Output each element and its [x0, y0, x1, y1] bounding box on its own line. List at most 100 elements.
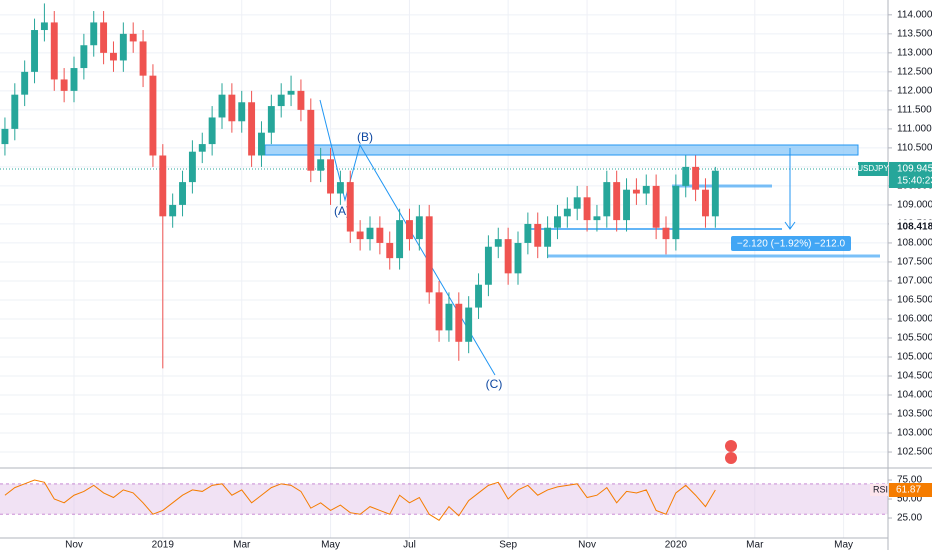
candle-body: [267, 106, 275, 133]
candle-body: [60, 79, 68, 91]
candle-body: [100, 22, 108, 53]
y-tick-label: 114.000: [897, 9, 932, 20]
crosshair-box: [889, 220, 932, 235]
y-tick-label: 112.500: [897, 66, 932, 77]
candle-body: [110, 52, 117, 61]
rsi-tick-label: 25.00: [897, 513, 922, 524]
rsi-band: [0, 483, 888, 515]
x-tick-label: Mar: [746, 540, 764, 550]
candle-body: [475, 284, 482, 308]
y-tick-label: 111.500: [897, 105, 932, 116]
candle-body: [386, 242, 394, 259]
candle-body: [119, 33, 127, 61]
candle-body: [662, 227, 670, 240]
candle-body: [672, 185, 680, 240]
y-tick-label: 104.500: [897, 371, 932, 382]
candle-body: [11, 94, 19, 129]
measure-label: −2.120 (−1.92%) −212.0: [737, 239, 846, 250]
wave-label: (B): [357, 130, 373, 144]
wave-label: (A): [334, 204, 350, 218]
candle-body: [484, 246, 492, 285]
candle-body: [603, 182, 611, 217]
candle-body: [169, 204, 177, 217]
candle-body: [573, 197, 581, 209]
candle-body: [248, 102, 256, 156]
candle-body: [70, 68, 78, 91]
last-price-label: 109.945: [897, 164, 932, 175]
candle-body: [297, 90, 305, 110]
candle-body: [31, 30, 38, 72]
y-tick-label: 113.000: [897, 47, 932, 58]
y-tick-label: 105.500: [897, 333, 932, 344]
candle-body: [613, 182, 621, 221]
candle-body: [554, 216, 561, 228]
y-tick-label: 111.000: [897, 124, 932, 135]
candle-body: [583, 197, 591, 221]
candle-body: [40, 22, 48, 31]
candle-body: [307, 109, 315, 171]
candle-body: [159, 155, 167, 217]
countdown: 15:40:23: [897, 176, 932, 187]
candle-body: [366, 227, 374, 240]
candle-body: [425, 216, 433, 293]
x-tick-label: Nov: [65, 540, 83, 550]
y-tick-label: 106.000: [897, 314, 932, 325]
candle-body: [494, 239, 502, 247]
y-tick-label: 112.000: [897, 86, 932, 97]
candle-body: [632, 189, 640, 194]
arrow-head: [784, 221, 796, 230]
candle-body: [21, 71, 29, 95]
wave-label: (C): [486, 377, 503, 391]
y-tick-label: 102.500: [897, 447, 932, 458]
candle-body: [544, 227, 552, 247]
symbol-box: [858, 161, 888, 176]
candle-body: [396, 220, 404, 259]
candle-body: [277, 94, 285, 107]
candle-body: [50, 22, 58, 80]
y-tick-label: 110.500: [897, 143, 932, 154]
candle-body: [1, 128, 9, 145]
candle-body: [376, 227, 384, 243]
candle-body: [406, 220, 413, 240]
candle-body: [455, 303, 463, 342]
x-tick-label: Nov: [578, 540, 596, 550]
drawings: −2.120 (−1.92%) −212.0 (A) (B) (C): [264, 99, 880, 464]
candle-body: [415, 216, 423, 240]
y-tick-label: 108.000: [897, 238, 932, 249]
candle-body: [228, 94, 236, 122]
zone: [264, 144, 859, 156]
candle-body: [238, 102, 246, 122]
candle-body: [534, 223, 542, 247]
candle-body: [563, 208, 571, 217]
candle-body: [287, 90, 295, 95]
candle-body: [346, 182, 354, 232]
y-tick-label: 107.000: [897, 276, 932, 287]
candle-body: [445, 303, 453, 331]
candle-body: [90, 22, 98, 46]
candle-body: [692, 166, 700, 190]
y-tick-label: 103.000: [897, 428, 932, 439]
y-tick-label: 106.500: [897, 295, 932, 306]
candle-body: [504, 239, 512, 274]
measure-box: [731, 236, 851, 251]
x-tick-label: 2019: [152, 540, 175, 550]
candle-body: [258, 132, 265, 156]
candle-body: [642, 185, 650, 194]
candle-body: [435, 292, 443, 331]
candle-body: [682, 166, 690, 186]
badge: [725, 452, 737, 464]
candle-body: [327, 159, 334, 194]
crosshair-price: 108.418: [897, 222, 932, 233]
badge: [725, 440, 737, 452]
candle-body: [356, 231, 364, 240]
x-tick-label: 2020: [665, 540, 688, 550]
rsi-value: 61.87: [896, 485, 921, 496]
candle-body: [652, 185, 660, 228]
y-tick-label: 109.000: [897, 200, 932, 211]
candle-body: [218, 94, 226, 118]
y-tick-label: 105.000: [897, 352, 932, 363]
candle-body: [336, 182, 344, 194]
candle-body: [702, 189, 709, 217]
candle-body: [465, 307, 473, 342]
candle-body: [188, 151, 196, 183]
